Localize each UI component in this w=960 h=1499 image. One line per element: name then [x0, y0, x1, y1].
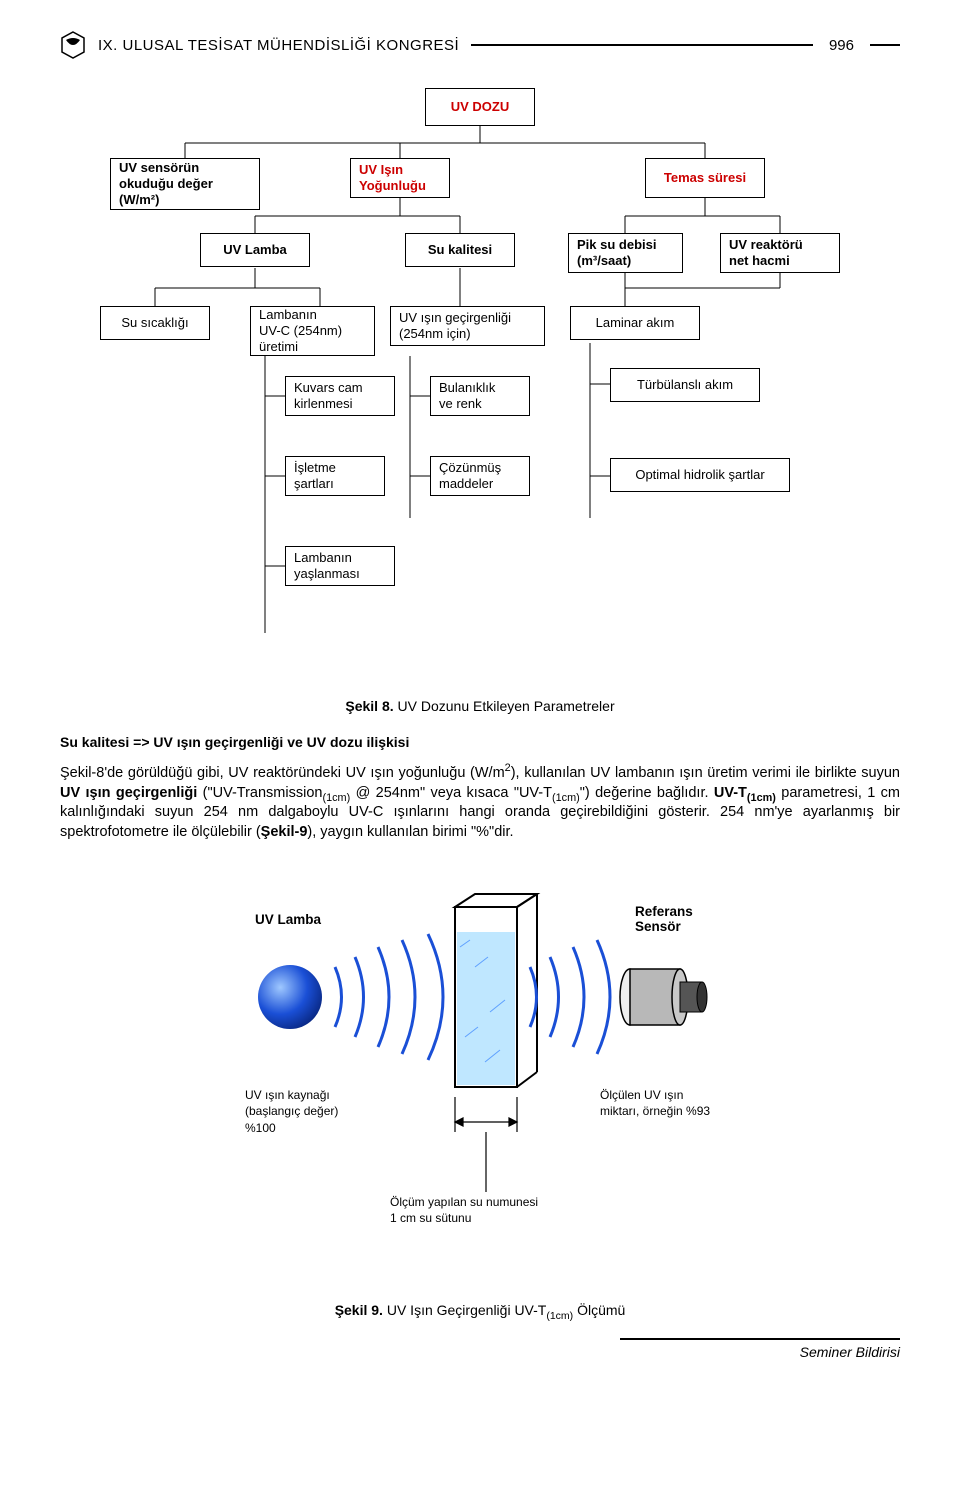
node-turbidity-color: Bulanıklık ve renk: [430, 376, 530, 416]
page-header: IX. ULUSAL TESİSAT MÜHENDİSLİĞİ KONGRESİ…: [60, 30, 900, 60]
node-water-quality: Su kalitesi: [405, 233, 515, 267]
header-rule-end: [870, 44, 900, 46]
reference-sensor-icon: [620, 969, 707, 1025]
figure-9-caption-bold: Şekil 9.: [335, 1302, 383, 1318]
paragraph-body: Şekil-8'de görüldüğü gibi, UV reaktöründ…: [60, 764, 900, 842]
figure-9-caption-text: UV Işın Geçirgenliği UV-T: [383, 1302, 546, 1318]
fig9-ref-sensor-label: Referans Sensör: [635, 904, 693, 934]
figure-8-caption-bold: Şekil 8.: [345, 698, 393, 714]
uv-source-icon: [258, 934, 443, 1060]
node-turbulent-flow: Türbülanslı akım: [610, 368, 760, 402]
node-uv-dozu: UV DOZU: [425, 88, 535, 126]
node-contact-time: Temas süresi: [645, 158, 765, 198]
subsection-heading: Su kalitesi => UV ışın geçirgenliği ve U…: [60, 734, 900, 750]
figure-9-svg: [170, 872, 790, 1292]
node-uv-lamp: UV Lamba: [200, 233, 310, 267]
fig9-uv-lamp-label: UV Lamba: [255, 912, 321, 927]
page-footer: Seminer Bildirisi: [60, 1338, 900, 1360]
node-lamp-uvc-output: Lambanın UV-C (254nm) üretimi: [250, 306, 375, 356]
figure-9-caption: Şekil 9. UV Işın Geçirgenliği UV-T(1cm) …: [60, 1302, 900, 1318]
node-operating-conditions: İşletme şartları: [285, 456, 385, 496]
node-reactor-volume: UV reaktörü net hacmi: [720, 233, 840, 273]
node-uv-transmittance: UV ışın geçirgenliği (254nm için): [390, 306, 545, 346]
node-uv-sensor: UV sensörün okuduğu değer (W/m²): [110, 158, 260, 210]
congress-title: IX. ULUSAL TESİSAT MÜHENDİSLİĞİ KONGRESİ: [98, 37, 459, 54]
node-lamp-aging: Lambanın yaşlanması: [285, 546, 395, 586]
figure-9-illustration: UV Lamba Referans Sensör UV ışın kaynağı…: [170, 872, 790, 1292]
header-rule: [471, 44, 813, 46]
page-number: 996: [825, 37, 858, 54]
node-uv-intensity: UV Işın Yoğunluğu: [350, 158, 450, 198]
fig9-source-label: UV ışın kaynağı (başlangıç değer) %100: [245, 1087, 405, 1136]
uv-transmitted-waves-icon: [530, 940, 610, 1054]
figure-8-diagram: UV DOZU UV sensörün okuduğu değer (W/m²)…: [70, 88, 890, 668]
fig9-sample-label: Ölçüm yapılan su numunesi 1 cm su sütunu: [390, 1194, 600, 1226]
node-peak-flow: Pik su debisi (m³/saat): [568, 233, 683, 273]
node-quartz-fouling: Kuvars cam kirlenmesi: [285, 376, 395, 416]
logo-icon: [60, 30, 86, 60]
figure-8-caption: Şekil 8. UV Dozunu Etkileyen Parametrele…: [60, 698, 900, 714]
figure-9-caption-tail: Ölçümü: [573, 1302, 625, 1318]
fig9-measured-label: Ölçülen UV ışın miktarı, örneğin %93: [600, 1087, 780, 1119]
cuvette-icon: [455, 894, 537, 1087]
dimension-arrows-icon: [455, 1097, 517, 1192]
node-laminar-flow: Laminar akım: [570, 306, 700, 340]
footer-text: Seminer Bildirisi: [60, 1344, 900, 1360]
figure-9-caption-sub: (1cm): [546, 1310, 573, 1322]
figure-8-caption-text: UV Dozunu Etkileyen Parametreler: [394, 698, 615, 714]
node-water-temp: Su sıcaklığı: [100, 306, 210, 340]
footer-rule: [620, 1338, 900, 1340]
node-dissolved-matter: Çözünmüş maddeler: [430, 456, 530, 496]
node-hydraulic-conditions: Optimal hidrolik şartlar: [610, 458, 790, 492]
